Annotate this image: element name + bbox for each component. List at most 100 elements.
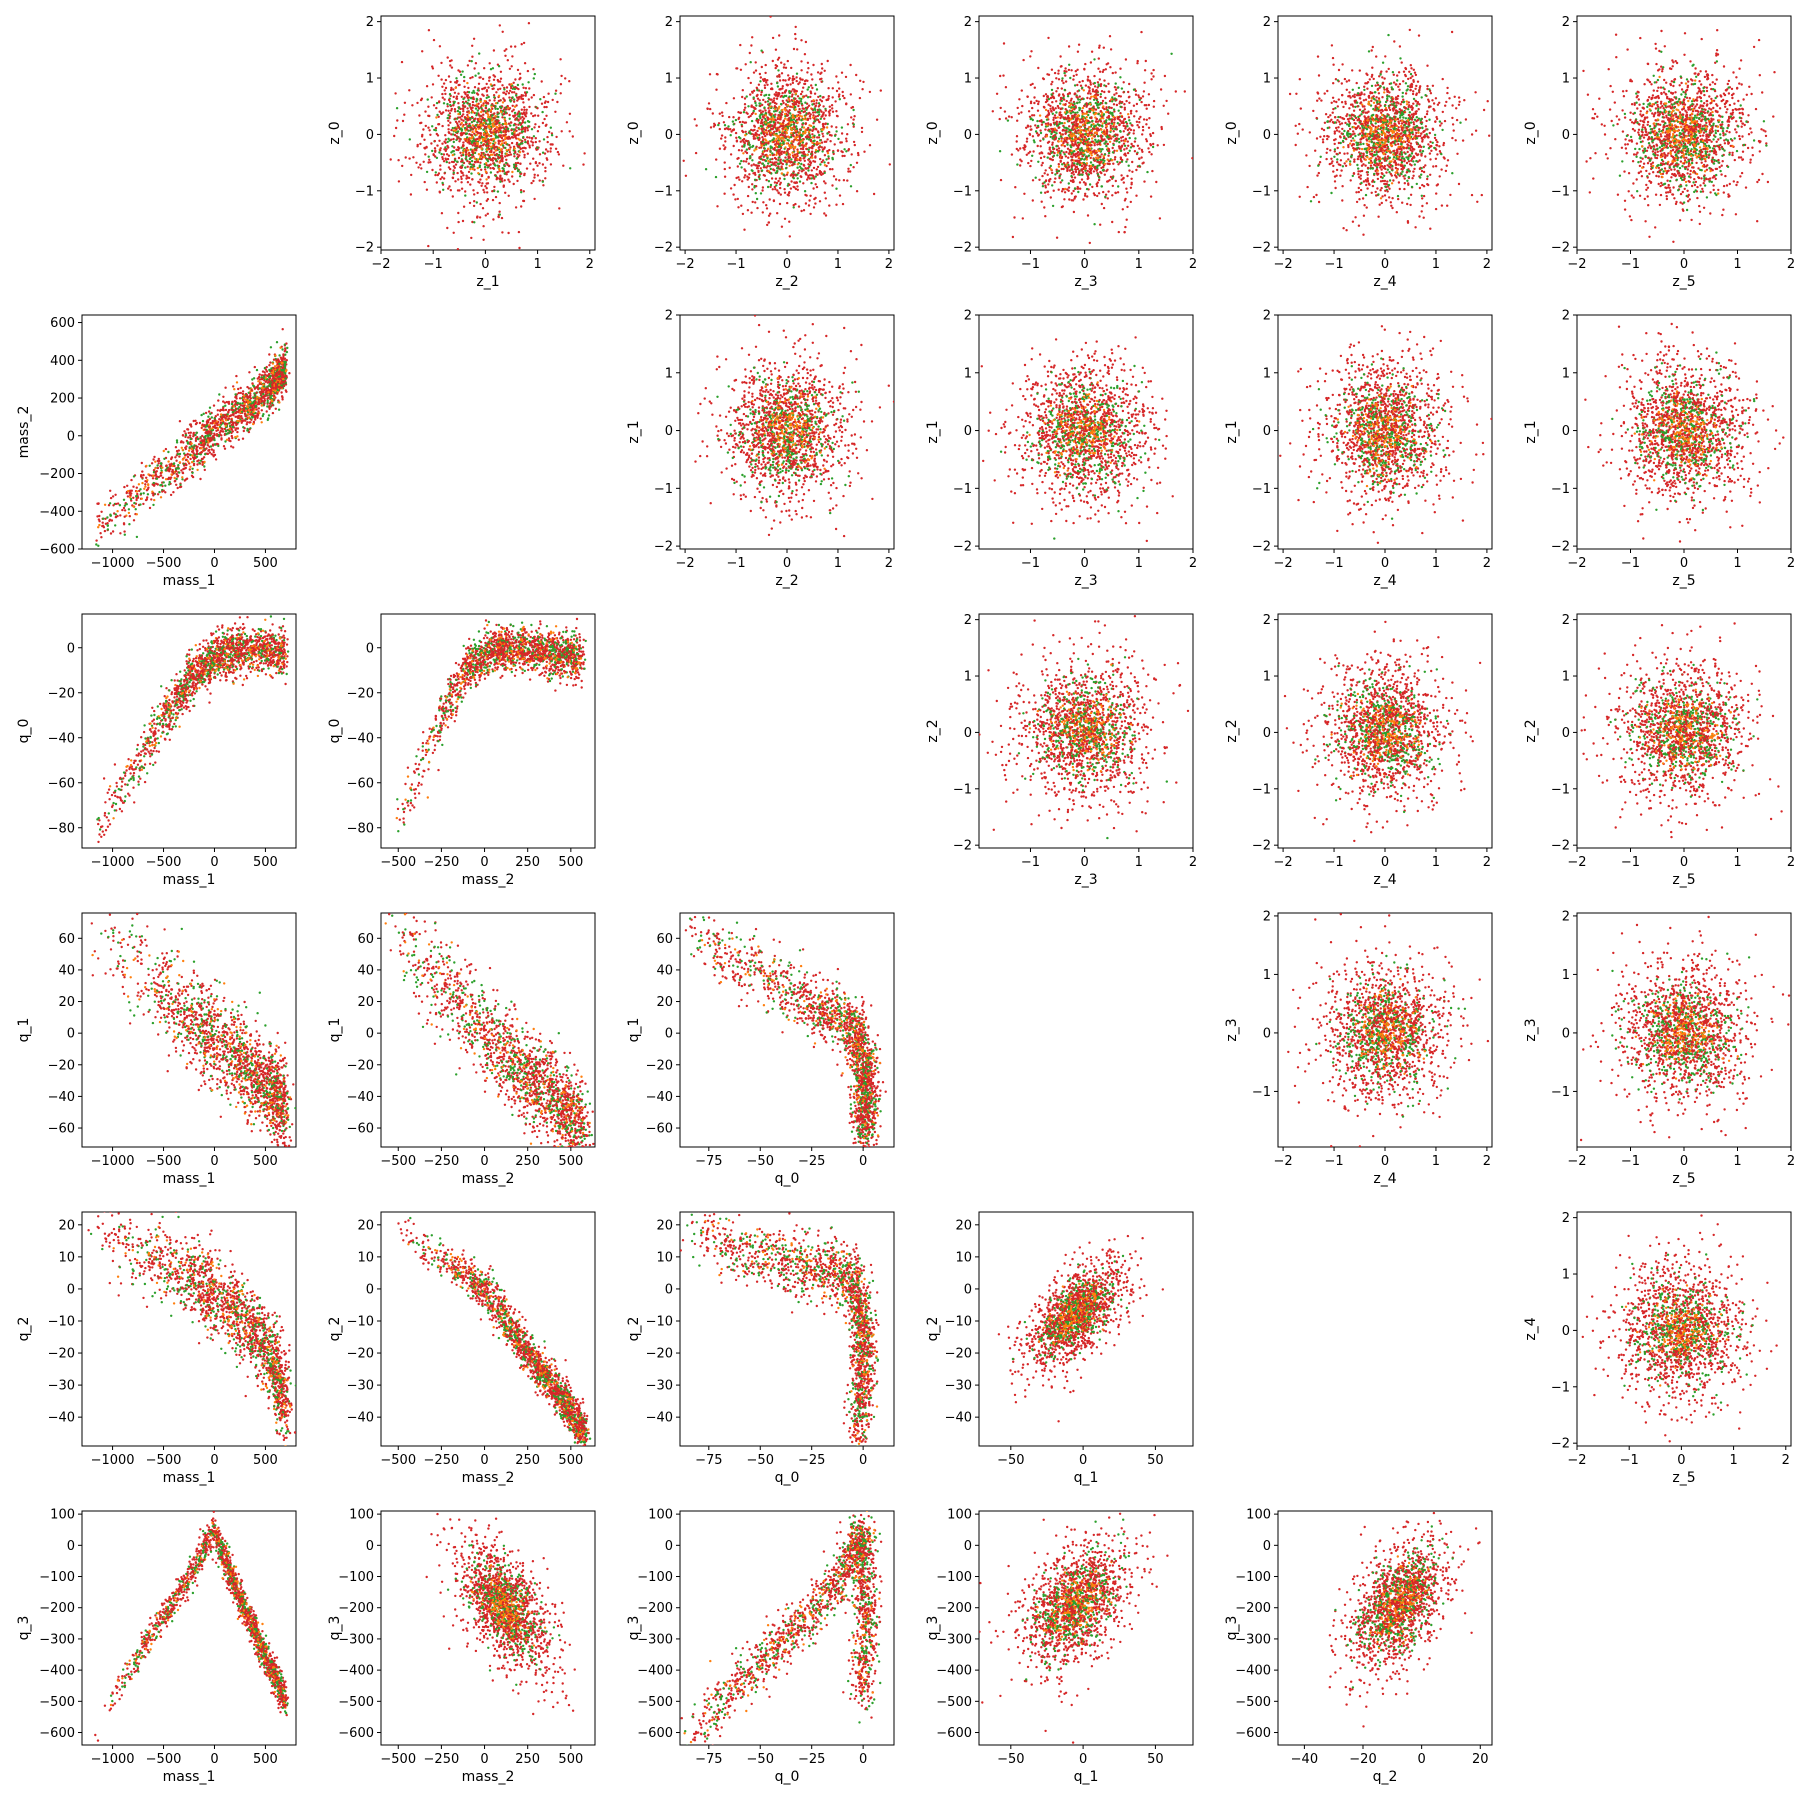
scatter-point bbox=[1140, 100, 1143, 104]
scatter-point bbox=[498, 24, 501, 27]
scatter-point bbox=[494, 102, 498, 105]
scatter-point bbox=[791, 93, 794, 96]
x-tick-label: 1 bbox=[834, 257, 842, 272]
scatter-point bbox=[1114, 179, 1118, 183]
scatter-point bbox=[408, 89, 411, 92]
scatter-point bbox=[775, 181, 779, 185]
scatter-point bbox=[1135, 102, 1139, 106]
scatter-point bbox=[740, 125, 744, 128]
scatter-point bbox=[546, 158, 549, 161]
scatter-point bbox=[1037, 100, 1040, 103]
scatter-point bbox=[479, 202, 482, 206]
scatter-point bbox=[517, 119, 520, 122]
scatter-point bbox=[739, 68, 743, 72]
scatter-point bbox=[737, 111, 740, 114]
scatter-point bbox=[494, 159, 498, 162]
scatter-point bbox=[1083, 112, 1087, 115]
scatter-point bbox=[512, 182, 515, 186]
scatter-point bbox=[824, 214, 828, 217]
scatter-point bbox=[451, 126, 454, 130]
scatter-point bbox=[1165, 99, 1168, 103]
scatter-point bbox=[1100, 128, 1103, 131]
scatter-point bbox=[528, 105, 531, 109]
scatter-point bbox=[823, 164, 827, 167]
scatter-point bbox=[1163, 74, 1167, 78]
scatter-point bbox=[461, 164, 464, 167]
scatter-point bbox=[1031, 114, 1034, 117]
scatter-point bbox=[457, 146, 460, 149]
scatter-point bbox=[487, 176, 490, 179]
scatter-point bbox=[1115, 140, 1118, 143]
scatter-point bbox=[496, 107, 499, 111]
scatter-point bbox=[500, 177, 504, 180]
scatter-point bbox=[457, 102, 460, 105]
scatter-point bbox=[504, 111, 507, 114]
scatter-point bbox=[847, 149, 850, 152]
scatter-point bbox=[485, 199, 488, 202]
scatter-point bbox=[738, 162, 742, 165]
scatter-point bbox=[770, 98, 773, 101]
scatter-point bbox=[754, 61, 757, 64]
scatter-point bbox=[512, 81, 515, 85]
scatter-point bbox=[712, 125, 716, 128]
scatter-point bbox=[494, 149, 497, 152]
scatter-point bbox=[762, 98, 765, 102]
scatter-point bbox=[796, 188, 799, 191]
scatter-point bbox=[819, 98, 822, 102]
scatter-point bbox=[445, 153, 449, 156]
scatter-point bbox=[784, 136, 787, 139]
scatter-point bbox=[474, 138, 477, 142]
scatter-point bbox=[431, 149, 434, 153]
scatter-point bbox=[558, 207, 561, 210]
scatter-point bbox=[1052, 154, 1056, 157]
scatter-point bbox=[837, 81, 840, 84]
scatter-point bbox=[722, 144, 725, 147]
scatter-point bbox=[1047, 183, 1050, 186]
scatter-point bbox=[448, 117, 451, 120]
scatter-point bbox=[554, 92, 557, 95]
scatter-point bbox=[451, 153, 454, 157]
scatter-point bbox=[516, 99, 519, 102]
scatter-point bbox=[1123, 231, 1126, 234]
scatter-point bbox=[1133, 150, 1137, 153]
scatter-point bbox=[768, 171, 772, 174]
scatter-point bbox=[800, 109, 803, 113]
scatter-point bbox=[485, 119, 488, 122]
scatter-point bbox=[858, 96, 862, 100]
scatter-point bbox=[475, 92, 479, 95]
scatter-point bbox=[1098, 44, 1101, 47]
scatter-point bbox=[1050, 68, 1054, 71]
scatter-point bbox=[800, 102, 803, 105]
scatter-point bbox=[471, 124, 474, 127]
scatter-point bbox=[504, 133, 507, 136]
scatter-point bbox=[1125, 187, 1128, 190]
scatter-point bbox=[488, 120, 491, 123]
scatter-point bbox=[479, 161, 482, 164]
scatter-point bbox=[475, 100, 478, 103]
scatter-point bbox=[1105, 106, 1108, 109]
scatter-point bbox=[802, 132, 805, 135]
scatter-point bbox=[734, 198, 737, 201]
scatter-point bbox=[492, 87, 495, 90]
scatter-point bbox=[456, 124, 460, 127]
scatter-point bbox=[533, 197, 536, 201]
scatter-point bbox=[725, 127, 728, 130]
scatter-point bbox=[1039, 145, 1042, 148]
scatter-point bbox=[1094, 138, 1097, 141]
scatter-point bbox=[1138, 157, 1141, 160]
scatter-point bbox=[428, 129, 431, 132]
scatter-point bbox=[773, 185, 776, 189]
scatter-point bbox=[1044, 184, 1047, 187]
scatter-point bbox=[834, 100, 837, 103]
scatter-point bbox=[454, 180, 457, 183]
scatter-point bbox=[440, 78, 443, 81]
scatter-point bbox=[583, 152, 586, 155]
scatter-point bbox=[773, 130, 776, 133]
scatter-point bbox=[763, 84, 766, 87]
scatter-point bbox=[792, 177, 795, 180]
scatter-point bbox=[503, 88, 506, 91]
scatter-point bbox=[1025, 126, 1028, 129]
scatter-point bbox=[715, 88, 718, 91]
scatter-point bbox=[493, 143, 496, 147]
